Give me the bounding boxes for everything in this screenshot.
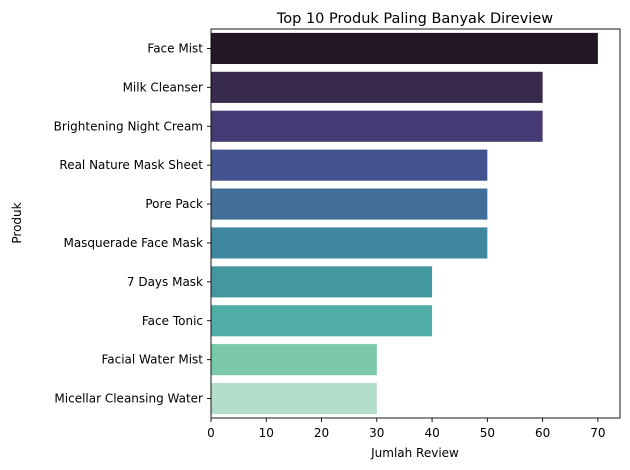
bar-6 — [211, 266, 433, 298]
y-axis-label: Produk — [10, 202, 24, 243]
x-tick-label: 0 — [207, 426, 215, 440]
y-tick-label: Facial Water Mist — [101, 353, 203, 367]
x-tick-label: 30 — [369, 426, 384, 440]
x-tick-label: 70 — [590, 426, 605, 440]
y-tick-label: Milk Cleanser — [123, 80, 203, 94]
bar-2 — [211, 110, 543, 142]
y-tick-label: Real Nature Mask Sheet — [59, 158, 203, 172]
bar-9 — [211, 382, 377, 415]
plot-frame — [210, 28, 621, 419]
bar-3 — [211, 149, 488, 181]
y-tick-label: Face Mist — [147, 41, 203, 55]
y-tick-label: Brightening Night Cream — [54, 119, 203, 133]
bar-8 — [211, 344, 377, 376]
bar-4 — [211, 188, 488, 220]
y-tick-label: Pore Pack — [145, 197, 203, 211]
bar-7 — [211, 305, 433, 337]
x-tick-labels: 0 10 20 30 40 50 60 70 — [207, 418, 606, 440]
y-tick-label: 7 Days Mask — [127, 275, 203, 289]
y-tick-label: Masquerade Face Mask — [63, 236, 203, 250]
y-tick-labels: Face Mist Milk Cleanser Brightening Night … — [54, 41, 211, 406]
chart-title: Top 10 Produk Paling Banyak Direview — [276, 11, 553, 27]
x-tick-label: 40 — [424, 426, 439, 440]
x-tick-label: 20 — [314, 426, 329, 440]
x-tick-label: 60 — [535, 426, 550, 440]
x-axis-label: Jumlah Review — [370, 446, 459, 460]
x-tick-label: 50 — [480, 426, 495, 440]
x-tick-label: 10 — [259, 426, 274, 440]
y-tick-label: Face Tonic — [142, 314, 203, 328]
bar-5 — [211, 227, 488, 259]
bar-1 — [211, 71, 543, 103]
bars-layer — [211, 32, 598, 415]
y-tick-label: Micellar Cleansing Water — [54, 392, 203, 406]
bar-0 — [211, 32, 598, 65]
